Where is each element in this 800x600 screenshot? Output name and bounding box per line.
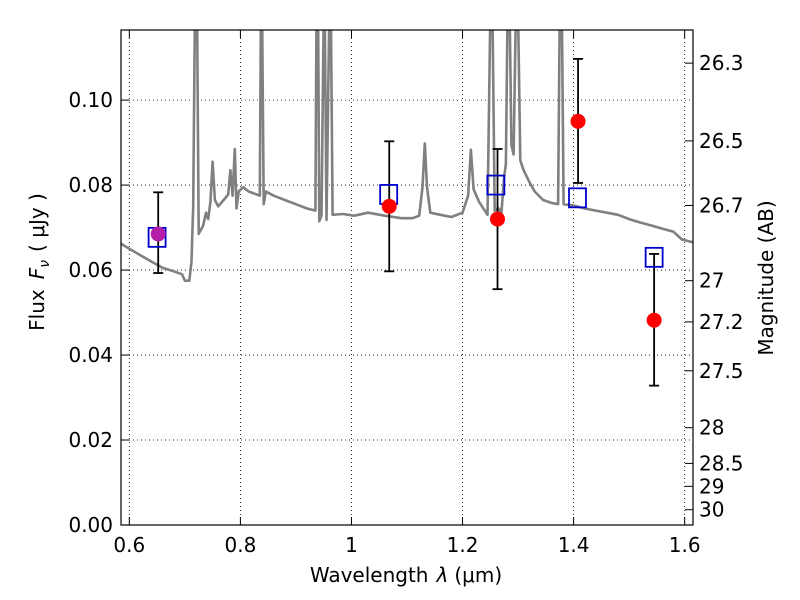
plot-frame (120, 29, 694, 526)
y2-tick-label: 27.5 (699, 359, 744, 383)
y-tick-label: 0.10 (68, 88, 113, 112)
y2-tick-label: 26.5 (699, 129, 744, 153)
model-photometry-square (568, 187, 587, 209)
observed-flux-point (381, 198, 397, 214)
x-axis-title: Wavelength λ (μm) (310, 563, 502, 587)
model-photometry-layer (147, 174, 664, 268)
axis-ticks (121, 30, 693, 526)
observed-flux-point (570, 113, 586, 129)
x-tick-label: 1.2 (447, 533, 479, 557)
y-axis-title-subscript: ν (37, 260, 53, 268)
observed-flux-point (646, 312, 662, 328)
x-tick-label: 0.6 (113, 533, 145, 557)
y-tick-label: 0.00 (68, 513, 113, 537)
observed-points-layer (150, 113, 662, 328)
y-tick-label: 0.02 (68, 428, 113, 452)
x-tick-label: 1.6 (669, 533, 701, 557)
y-tick-label: 0.06 (68, 258, 113, 282)
x-axis-title-symbol: λ (436, 563, 449, 587)
y-tick-label: 0.08 (68, 173, 113, 197)
y2-tick-label: 26.7 (699, 193, 744, 217)
y2-tick-label: 29 (699, 474, 724, 498)
y-axis-title-prefix: Flux (25, 289, 49, 331)
y2-tick-label: 28.5 (699, 451, 744, 475)
x-axis-title-unit: (μm) (454, 563, 502, 587)
x-tick-label: 1 (345, 533, 358, 557)
observed-flux-point (490, 211, 506, 227)
x-axis-title-prefix: Wavelength (310, 563, 429, 587)
y-tick-label: 0.04 (68, 343, 113, 367)
model-spectrum-layer (121, 30, 693, 282)
y2-tick-label: 27.2 (699, 310, 744, 334)
x-tick-label: 0.8 (224, 533, 256, 557)
x-tick-label: 1.4 (558, 533, 590, 557)
y2-tick-label: 26.3 (699, 51, 744, 75)
axis-tick-labels: 0.6 0.8 1 1.2 1.4 1.6 0.00 0.02 0.04 0.06 0.08 0.10… (68, 51, 743, 557)
model-photometry-square (644, 246, 664, 268)
y2-tick-label: 27 (699, 269, 724, 293)
y2-axis-title: Magnitude (AB) (754, 200, 778, 355)
y-axis-title-symbol: F (25, 267, 49, 279)
y2-tick-label: 28 (699, 416, 724, 440)
model-spectrum-line (121, 30, 693, 282)
y2-tick-label: 30 (699, 498, 724, 522)
model-photometry-square (486, 174, 506, 196)
y-axis-title: Flux Fν ( μJy ) (25, 193, 53, 331)
y-axis-title-unit: ( μJy ) (25, 193, 49, 252)
observed-flux-point (150, 226, 166, 242)
